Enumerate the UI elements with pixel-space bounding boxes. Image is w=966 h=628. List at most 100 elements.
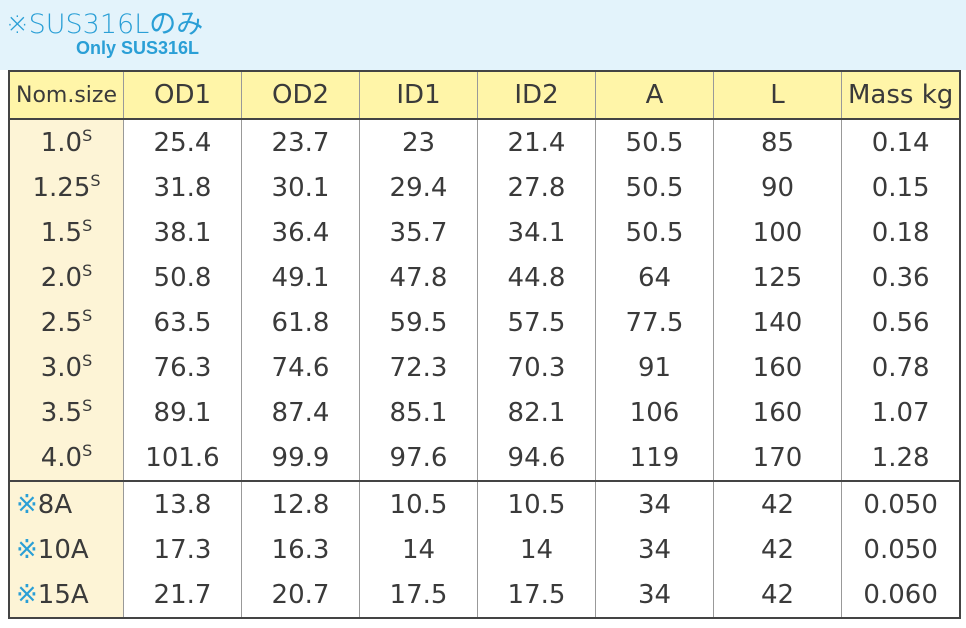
value-cell: 82.1 <box>477 390 596 435</box>
value-cell: 44.8 <box>477 255 596 300</box>
value-cell: 160 <box>713 390 842 435</box>
size-cell: ※15A <box>8 572 124 618</box>
value-cell: 0.78 <box>841 345 961 390</box>
table-row: 3.5S 89.1 87.4 85.1 82.1 106 160 1.07 <box>8 390 961 435</box>
value-cell: 10.5 <box>359 480 478 527</box>
size-text: 8A <box>37 489 73 520</box>
size-text: 2.5 <box>40 307 83 338</box>
column-header: ID2 <box>477 71 596 120</box>
size-text: 4.0 <box>40 442 83 473</box>
table-row: 2.0S 50.8 49.1 47.8 44.8 64 125 0.36 <box>8 255 961 300</box>
value-cell: 0.36 <box>841 255 961 300</box>
size-superscript: S <box>82 350 93 370</box>
value-cell: 0.050 <box>841 527 961 572</box>
size-text: 1.0 <box>40 127 83 158</box>
header-row: Nom.size OD1 OD2 ID1 ID2 A L Mass kg <box>8 71 961 120</box>
value-cell: 70.3 <box>477 345 596 390</box>
value-cell: 17.5 <box>359 572 478 618</box>
value-cell: 38.1 <box>123 210 242 255</box>
table-row: 1.5S 38.1 36.4 35.7 34.1 50.5 100 0.18 <box>8 210 961 255</box>
table-row: 2.5S 63.5 61.8 59.5 57.5 77.5 140 0.56 <box>8 300 961 345</box>
value-cell: 85.1 <box>359 390 478 435</box>
size-superscript: S <box>82 260 93 280</box>
subtitle: Only SUS316L <box>76 38 200 58</box>
value-cell: 13.8 <box>123 480 242 527</box>
value-cell: 42 <box>713 572 842 618</box>
size-superscript: S <box>82 395 93 415</box>
size-cell: 3.0S <box>8 345 124 390</box>
size-cell: ※8A <box>8 480 124 527</box>
spec-table: Nom.size OD1 OD2 ID1 ID2 A L Mass kg 1.0S 25.4 23… <box>8 70 962 619</box>
value-cell: 34 <box>595 572 714 618</box>
table-row: ※10A 17.3 16.3 14 14 34 42 0.050 <box>8 527 961 572</box>
value-cell: 12.8 <box>241 480 360 527</box>
column-header: L <box>713 71 842 120</box>
value-cell: 36.4 <box>241 210 360 255</box>
value-cell: 140 <box>713 300 842 345</box>
size-cell: 2.0S <box>8 255 124 300</box>
header: ※SUS316Lのみ Only SUS316L <box>0 0 966 70</box>
size-superscript: S <box>82 125 93 145</box>
value-cell: 34 <box>595 527 714 572</box>
table-row: ※15A 21.7 20.7 17.5 17.5 34 42 0.060 <box>8 572 961 618</box>
size-text: 1.25 <box>32 172 91 203</box>
value-cell: 34 <box>595 480 714 527</box>
value-cell: 35.7 <box>359 210 478 255</box>
value-cell: 21.4 <box>477 119 596 165</box>
size-superscript: S <box>82 215 93 235</box>
value-cell: 23 <box>359 119 478 165</box>
size-text: 3.0 <box>40 352 83 383</box>
value-cell: 59.5 <box>359 300 478 345</box>
value-cell: 23.7 <box>241 119 360 165</box>
value-cell: 119 <box>595 435 714 481</box>
column-header: A <box>595 71 714 120</box>
value-cell: 100 <box>713 210 842 255</box>
size-text: 1.5 <box>40 217 83 248</box>
size-cell: 1.0S <box>8 119 124 165</box>
value-cell: 170 <box>713 435 842 481</box>
value-cell: 50.5 <box>595 119 714 165</box>
value-cell: 50.8 <box>123 255 242 300</box>
value-cell: 0.050 <box>841 480 961 527</box>
value-cell: 61.8 <box>241 300 360 345</box>
value-cell: 87.4 <box>241 390 360 435</box>
table-row: 4.0S 101.6 99.9 97.6 94.6 119 170 1.28 <box>8 435 961 481</box>
size-text: 3.5 <box>40 397 83 428</box>
value-cell: 101.6 <box>123 435 242 481</box>
value-cell: 63.5 <box>123 300 242 345</box>
column-header: OD1 <box>123 71 242 120</box>
table-row: 3.0S 76.3 74.6 72.3 70.3 91 160 0.78 <box>8 345 961 390</box>
value-cell: 27.8 <box>477 165 596 210</box>
value-cell: 94.6 <box>477 435 596 481</box>
table-row: 1.25S 31.8 30.1 29.4 27.8 50.5 90 0.15 <box>8 165 961 210</box>
value-cell: 125 <box>713 255 842 300</box>
value-cell: 57.5 <box>477 300 596 345</box>
size-cell: 2.5S <box>8 300 124 345</box>
note-mark: ※ <box>16 579 38 610</box>
value-cell: 14 <box>359 527 478 572</box>
size-cell: 1.5S <box>8 210 124 255</box>
note-mark: ※ <box>16 534 38 565</box>
size-cell: 3.5S <box>8 390 124 435</box>
value-cell: 50.5 <box>595 165 714 210</box>
value-cell: 21.7 <box>123 572 242 618</box>
size-text: 15A <box>37 579 89 610</box>
value-cell: 47.8 <box>359 255 478 300</box>
value-cell: 99.9 <box>241 435 360 481</box>
column-header: Mass kg <box>841 71 961 120</box>
table-row: ※8A 13.8 12.8 10.5 10.5 34 42 0.050 <box>8 480 961 527</box>
value-cell: 14 <box>477 527 596 572</box>
value-cell: 49.1 <box>241 255 360 300</box>
value-cell: 1.07 <box>841 390 961 435</box>
value-cell: 31.8 <box>123 165 242 210</box>
note-mark: ※ <box>16 489 38 520</box>
value-cell: 91 <box>595 345 714 390</box>
value-cell: 64 <box>595 255 714 300</box>
value-cell: 42 <box>713 480 842 527</box>
size-superscript: S <box>82 440 93 460</box>
size-text: 10A <box>37 534 89 565</box>
value-cell: 17.3 <box>123 527 242 572</box>
size-cell: ※10A <box>8 527 124 572</box>
table-body: 1.0S 25.4 23.7 23 21.4 50.5 85 0.14 1.25S 31.8 30.… <box>8 119 961 618</box>
